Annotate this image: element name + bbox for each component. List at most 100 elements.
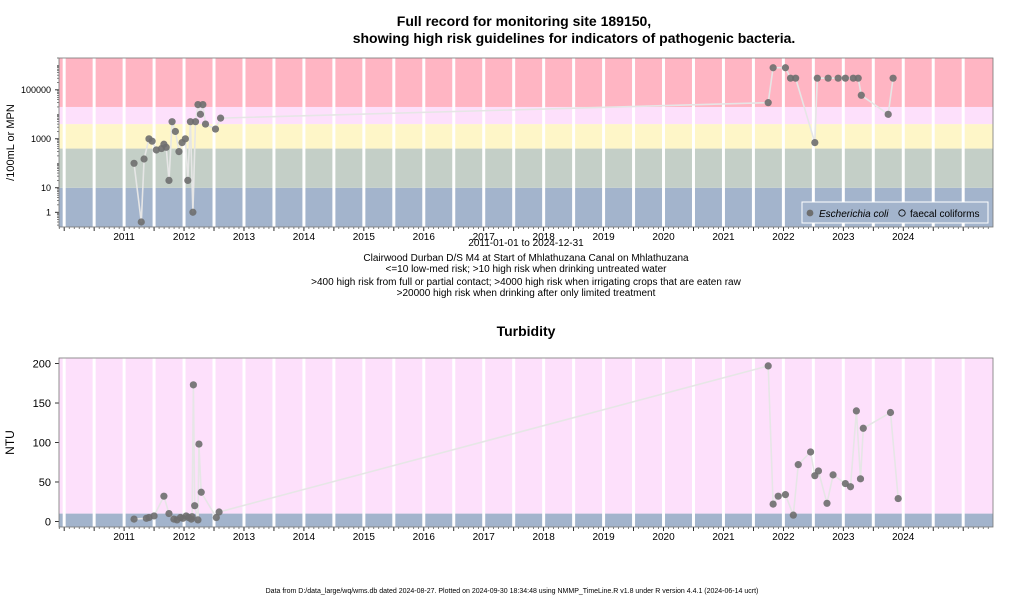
data-point xyxy=(191,118,200,126)
data-point xyxy=(852,407,860,415)
x-tick-label: 2023 xyxy=(832,232,855,243)
chart-note: 2011-01-01 to 2024-12-31 xyxy=(468,238,584,249)
y-axis-label: NTU xyxy=(3,430,17,455)
data-point xyxy=(211,125,220,133)
x-tick-label: 2016 xyxy=(413,532,436,543)
y-tick-label: 1 xyxy=(46,207,51,217)
data-point xyxy=(188,513,196,521)
data-point xyxy=(814,467,823,475)
chart-subtitle: showing high risk guidelines for indicat… xyxy=(353,30,796,46)
x-tick-label: 2016 xyxy=(413,232,436,243)
turbidity-panel: 2011 2012 2013 2014 2015 2016 2017 2018 2019 2020… xyxy=(3,323,994,543)
data-point xyxy=(162,143,170,151)
data-point xyxy=(201,120,210,128)
x-tick-label: 2024 xyxy=(892,232,915,243)
data-point xyxy=(806,448,815,456)
chart-title: Full record for monitoring site 189150, xyxy=(397,13,651,29)
legend-marker-faecal xyxy=(898,209,906,217)
x-tick-label: 2011 xyxy=(113,232,135,243)
x-tick-label: 2014 xyxy=(293,532,316,543)
data-point xyxy=(841,74,849,82)
x-tick-label: 2012 xyxy=(173,532,196,543)
x-tick-label: 2024 xyxy=(892,532,915,543)
x-tick-label: 2019 xyxy=(592,532,615,543)
data-point xyxy=(769,64,777,72)
x-tick-label: 2018 xyxy=(533,532,556,543)
data-point xyxy=(884,110,892,118)
legend-label-ecoli: Escherichia coli xyxy=(819,209,889,220)
data-point xyxy=(171,127,179,136)
data-point xyxy=(886,408,895,417)
data-point xyxy=(856,475,865,483)
data-point xyxy=(189,381,197,389)
x-tick-label: 2013 xyxy=(233,232,256,243)
data-point xyxy=(846,483,855,491)
data-point xyxy=(140,155,148,163)
y-tick-label: 100 xyxy=(33,438,51,450)
data-point xyxy=(849,74,857,82)
data-point xyxy=(212,513,220,522)
x-tick-label: 2013 xyxy=(233,532,256,543)
x-tick-label: 2017 xyxy=(473,232,496,243)
data-point xyxy=(196,110,205,118)
data-point xyxy=(215,508,223,516)
x-tick-label: 2018 xyxy=(533,232,556,243)
data-point xyxy=(781,64,790,72)
data-point xyxy=(789,511,797,519)
legend: Escherichia coli faecal coliforms xyxy=(801,201,989,224)
data-point xyxy=(774,492,782,500)
x-tick-label: 2020 xyxy=(652,232,675,243)
footer-note: Data from D:/data_large/wq/wms.db dated … xyxy=(265,588,759,595)
x-tick-label: 2014 xyxy=(293,232,316,243)
data-point xyxy=(186,118,195,126)
data-point xyxy=(859,424,867,432)
x-tick-label: 2012 xyxy=(173,232,196,243)
x-tick-label: 2022 xyxy=(772,532,795,543)
ecoli-panel: 2011 2012 2013 2014 2015 2016 2017 2018 2019 2020… xyxy=(5,13,994,299)
data-point xyxy=(794,461,802,469)
data-point xyxy=(786,74,795,82)
x-tick-label: 2011 xyxy=(113,532,135,543)
data-point xyxy=(811,139,819,147)
data-point xyxy=(792,74,800,82)
data-point xyxy=(216,114,225,122)
chart-note: >20000 high risk when drinking after onl… xyxy=(397,288,656,299)
data-point xyxy=(857,91,865,99)
x-tick-label: 2015 xyxy=(353,232,376,243)
chart-note: >400 high risk from full or partial cont… xyxy=(311,277,741,288)
y-tick-label: 50 xyxy=(39,477,51,489)
data-point xyxy=(781,491,790,499)
risk-band xyxy=(59,106,993,125)
data-point xyxy=(160,492,168,500)
data-point xyxy=(130,515,138,523)
x-tick-label: 2017 xyxy=(473,532,496,543)
legend-box xyxy=(801,201,989,224)
y-tick-label: 1000 xyxy=(31,134,51,144)
data-point xyxy=(165,509,173,518)
chart-note: <=10 low-med risk; >10 high risk when dr… xyxy=(386,264,668,275)
x-tick-label: 2021 xyxy=(712,532,735,543)
y-tick-label: 0 xyxy=(45,516,51,528)
chart-title: Turbidity xyxy=(497,323,556,339)
data-point xyxy=(854,74,862,82)
risk-band xyxy=(59,58,993,107)
chart-note: Clairwood Durban D/S M4 at Start of Mhla… xyxy=(363,253,689,264)
data-point xyxy=(769,500,777,508)
data-point xyxy=(130,159,138,167)
legend-label-faecal: faecal coliforms xyxy=(910,209,979,220)
y-tick-label: 150 xyxy=(33,398,51,410)
data-point xyxy=(823,499,831,507)
data-point xyxy=(148,137,156,145)
data-point xyxy=(834,74,842,82)
data-point xyxy=(764,99,772,107)
data-point xyxy=(137,218,145,226)
data-point xyxy=(889,74,897,82)
y-tick-label: 200 xyxy=(33,359,51,371)
data-point xyxy=(764,362,772,370)
data-point xyxy=(194,516,202,524)
x-tick-label: 2022 xyxy=(772,232,795,243)
data-point xyxy=(189,208,197,216)
plot-frame xyxy=(58,357,994,528)
x-tick-label: 2015 xyxy=(353,532,376,543)
